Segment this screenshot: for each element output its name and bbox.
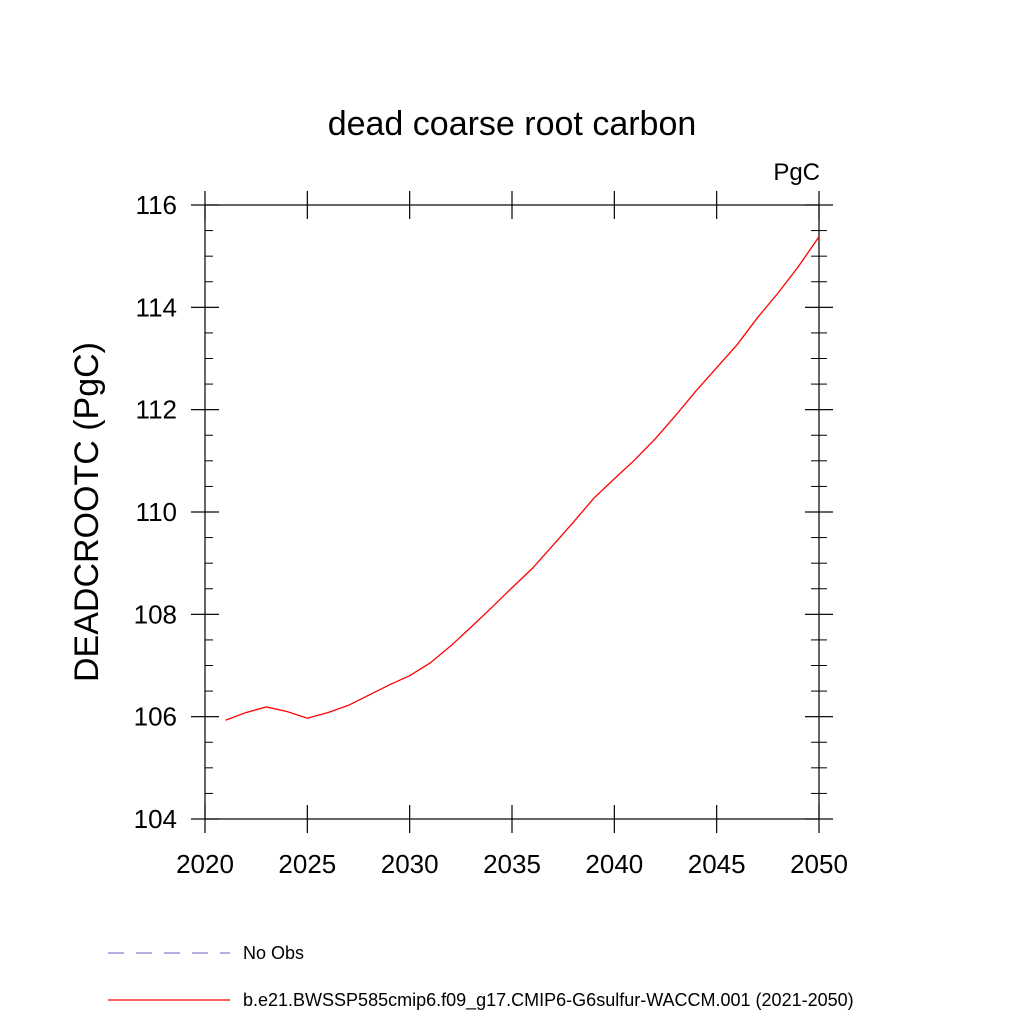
x-tick-label: 2045 (688, 849, 746, 879)
x-tick-label: 2040 (585, 849, 643, 879)
x-tick-label: 2030 (381, 849, 439, 879)
series-line (225, 236, 820, 721)
x-tick-label: 2020 (176, 849, 234, 879)
legend-label-model-run: b.e21.BWSSP585cmip6.f09_g17.CMIP6-G6sulf… (243, 990, 854, 1011)
legend-label-no-obs: No Obs (243, 943, 304, 963)
y-tick-label: 108 (134, 599, 177, 629)
x-tick-label: 2035 (483, 849, 541, 879)
x-tick-label: 2025 (278, 849, 336, 879)
y-tick-label: 114 (136, 292, 177, 322)
x-tick-label: 2050 (790, 849, 848, 879)
y-tick-label: 106 (134, 702, 177, 732)
units-label: PgC (773, 159, 820, 186)
y-tick-label: 112 (136, 395, 177, 425)
y-tick-label: 110 (136, 497, 177, 527)
axis-ticks (191, 191, 833, 833)
series-layer (225, 236, 820, 721)
axis-tick-labels: 2020 2025 2030 2035 2040 2045 2050 104 106 108 110… (134, 190, 848, 879)
y-tick-label: 116 (136, 190, 177, 220)
legend: No Obs b.e21.BWSSP585cmip6.f09_g17.CMIP6… (108, 943, 854, 1011)
plot-frame (204, 204, 820, 820)
chart-title: dead coarse root carbon (328, 105, 697, 143)
y-axis-label: DEADCROOTC (PgC) (68, 342, 106, 682)
y-tick-label: 104 (134, 804, 177, 834)
